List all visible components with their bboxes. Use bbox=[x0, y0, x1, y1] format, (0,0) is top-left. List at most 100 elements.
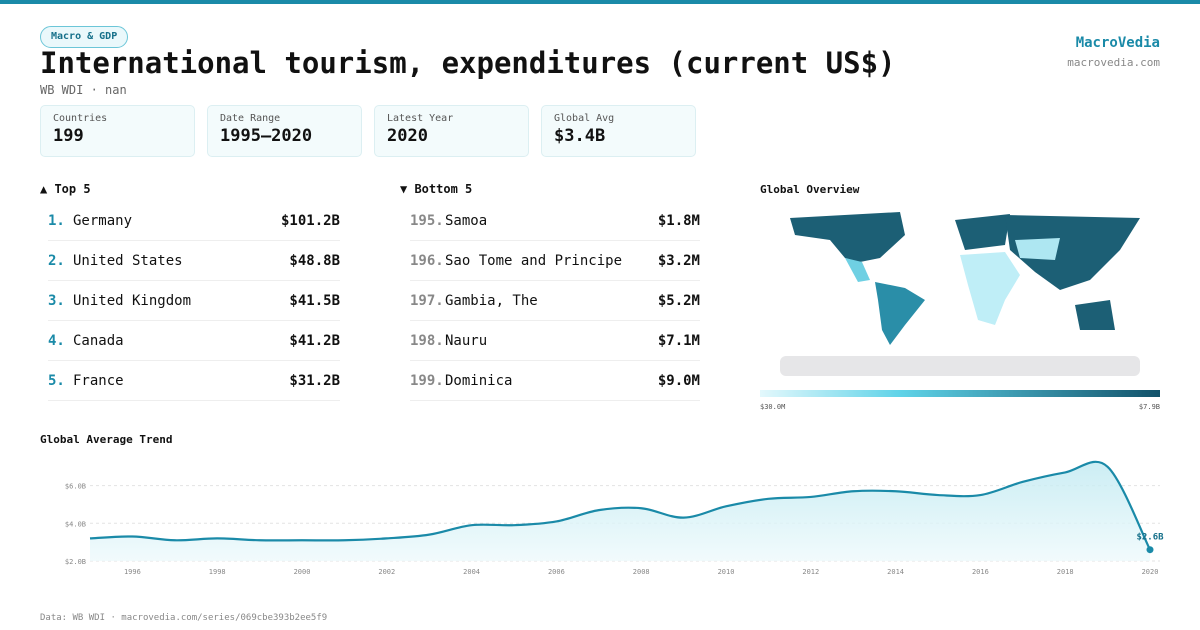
country-value: $41.2B bbox=[289, 332, 340, 349]
x-tick-label: 2006 bbox=[548, 568, 565, 576]
stat-card: Countries 199 bbox=[40, 105, 195, 157]
central-asia bbox=[1015, 238, 1060, 260]
list-row: 1. Germany $101.2B bbox=[48, 201, 340, 241]
rank: 197. bbox=[410, 292, 444, 309]
x-tick-label: 1998 bbox=[209, 568, 226, 576]
stat-value: $3.4B bbox=[554, 126, 606, 146]
country-value: $5.2M bbox=[657, 292, 700, 309]
country-name: Dominica bbox=[445, 372, 513, 389]
x-tick-label: 2002 bbox=[378, 568, 395, 576]
list-row: 3. United Kingdom $41.5B bbox=[48, 281, 340, 321]
list-row: 5. France $31.2B bbox=[48, 361, 340, 401]
y-tick-label: $2.0B bbox=[65, 558, 86, 566]
rank: 5. bbox=[48, 372, 65, 389]
stat-card: Global Avg $3.4B bbox=[541, 105, 696, 157]
country-value: $3.2M bbox=[657, 252, 700, 269]
country-name: Samoa bbox=[445, 212, 488, 229]
stat-label: Latest Year bbox=[387, 113, 454, 124]
top-list: 1. Germany $101.2B 2. United States $48.8B 3. U… bbox=[48, 201, 340, 401]
stat-value: 1995–2020 bbox=[220, 126, 313, 146]
x-tick-label: 2008 bbox=[633, 568, 650, 576]
country-value: $31.2B bbox=[289, 372, 340, 389]
chart-title: Global Average Trend bbox=[40, 433, 173, 446]
country-name: Canada bbox=[73, 332, 124, 349]
country-name: France bbox=[73, 372, 124, 389]
category-badge: Macro & GDP bbox=[40, 26, 129, 48]
asia bbox=[1005, 215, 1140, 290]
stat-label: Date Range bbox=[220, 113, 281, 124]
list-row: 195. Samoa $1.8M bbox=[410, 201, 700, 241]
country-value: $41.5B bbox=[289, 292, 340, 309]
rank: 195. bbox=[410, 212, 444, 229]
stat-card: Date Range 1995–2020 bbox=[207, 105, 362, 157]
country-name: Nauru bbox=[445, 332, 488, 349]
bottom-list: 195. Samoa $1.8M 196. Sao Tome and Principe $… bbox=[410, 201, 700, 401]
legend-max: $7.9B bbox=[1138, 403, 1160, 411]
list-row: 196. Sao Tome and Principe $3.2M bbox=[410, 241, 700, 281]
x-tick-label: 2014 bbox=[887, 568, 904, 576]
list-row: 4. Canada $41.2B bbox=[48, 321, 340, 361]
legend-min: $30.0M bbox=[760, 403, 786, 411]
africa bbox=[960, 252, 1020, 325]
x-tick-label: 2000 bbox=[294, 568, 311, 576]
rank: 1. bbox=[48, 212, 65, 229]
list-row: 198. Nauru $7.1M bbox=[410, 321, 700, 361]
stat-card: Latest Year 2020 bbox=[374, 105, 529, 157]
europe bbox=[955, 214, 1010, 250]
country-value: $101.2B bbox=[280, 212, 340, 229]
top-heading: ▲ Top 5 bbox=[40, 182, 91, 196]
subtitle: WB WDI · nan bbox=[40, 83, 127, 97]
country-value: $1.8M bbox=[657, 212, 700, 229]
x-tick-label: 2012 bbox=[802, 568, 819, 576]
central-america bbox=[845, 258, 870, 282]
end-label: $2.6B bbox=[1136, 533, 1164, 543]
x-tick-label: 1996 bbox=[124, 568, 141, 576]
country-value: $48.8B bbox=[289, 252, 340, 269]
rank: 3. bbox=[48, 292, 65, 309]
x-tick-label: 2004 bbox=[463, 568, 480, 576]
rank: 198. bbox=[410, 332, 444, 349]
list-row: 197. Gambia, The $5.2M bbox=[410, 281, 700, 321]
rank: 196. bbox=[410, 252, 444, 269]
y-tick-label: $4.0B bbox=[65, 520, 86, 528]
country-name: Gambia, The bbox=[445, 292, 538, 309]
country-name: United States bbox=[73, 252, 183, 269]
rank: 4. bbox=[48, 332, 65, 349]
colorbar bbox=[760, 390, 1160, 397]
end-point bbox=[1146, 546, 1154, 554]
top-bar bbox=[0, 0, 1200, 4]
trend-area bbox=[90, 461, 1150, 561]
map-title: Global Overview bbox=[760, 183, 860, 196]
domain: macrovedia.com bbox=[1067, 56, 1160, 69]
country-value: $7.1M bbox=[657, 332, 700, 349]
trend-line bbox=[89, 460, 1151, 551]
bottom-heading: ▼ Bottom 5 bbox=[400, 182, 473, 196]
stat-label: Global Avg bbox=[554, 113, 615, 124]
y-tick-label: $6.0B bbox=[65, 483, 86, 491]
country-name: Sao Tome and Principe bbox=[445, 252, 623, 269]
x-tick-label: 2016 bbox=[972, 568, 989, 576]
brand: MacroVedia bbox=[1075, 35, 1160, 51]
x-tick-label: 2020 bbox=[1142, 568, 1159, 576]
country-name: Germany bbox=[73, 212, 133, 229]
footer: Data: WB WDI · macrovedia.com/series/069… bbox=[40, 613, 328, 623]
x-tick-label: 2010 bbox=[718, 568, 735, 576]
list-row: 2. United States $48.8B bbox=[48, 241, 340, 281]
world-map bbox=[760, 212, 1160, 397]
stat-label: Countries bbox=[53, 113, 108, 124]
stat-value: 199 bbox=[53, 126, 84, 146]
country-name: United Kingdom bbox=[73, 292, 192, 309]
page-title: International tourism, expenditures (cur… bbox=[40, 46, 896, 80]
country-value: $9.0M bbox=[657, 372, 700, 389]
north-america bbox=[790, 212, 905, 262]
rank: 199. bbox=[410, 372, 444, 389]
x-tick-label: 2018 bbox=[1057, 568, 1074, 576]
stat-value: 2020 bbox=[387, 126, 428, 146]
south-america bbox=[875, 282, 925, 345]
rank: 2. bbox=[48, 252, 65, 269]
antarctica bbox=[780, 356, 1140, 376]
australia bbox=[1075, 300, 1115, 330]
list-row: 199. Dominica $9.0M bbox=[410, 361, 700, 401]
